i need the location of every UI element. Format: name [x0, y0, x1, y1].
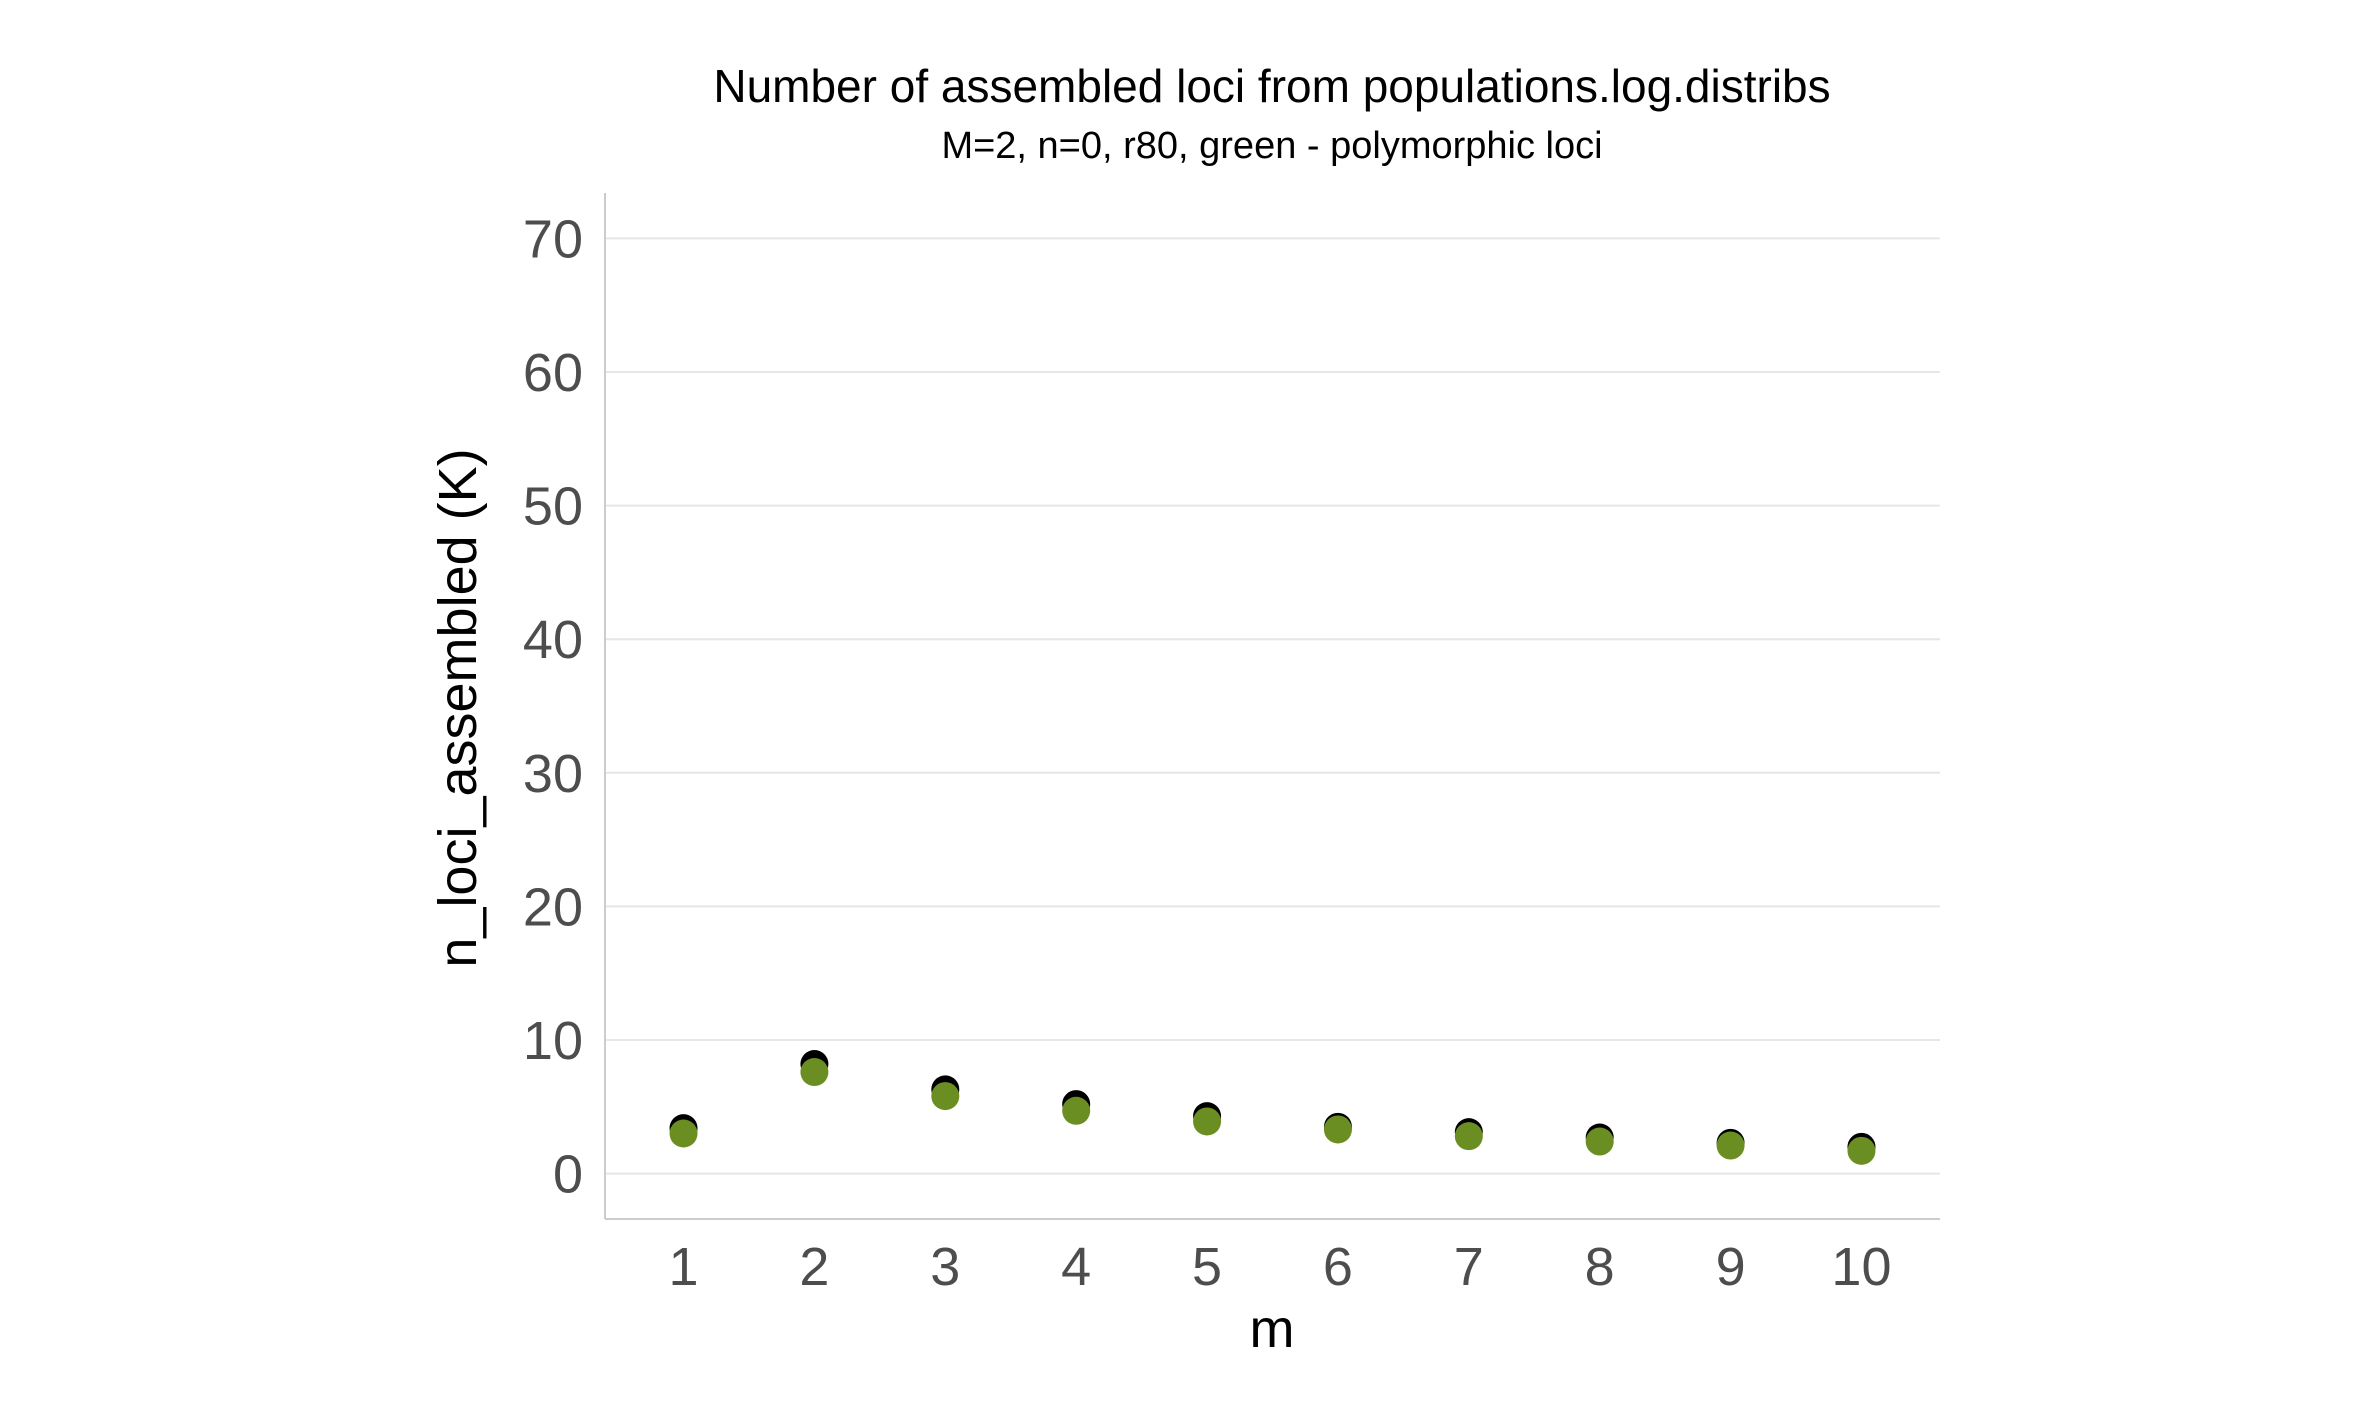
x-tick-label: 6 — [1323, 1237, 1353, 1297]
x-tick-label: 7 — [1454, 1237, 1484, 1297]
x-tick-label: 5 — [1192, 1237, 1222, 1297]
x-tick-labels: 1 2 3 4 5 6 7 8 9 10 — [669, 1237, 1892, 1297]
y-tick-label: 0 — [553, 1145, 583, 1205]
grid-lines — [605, 237, 1940, 1175]
y-axis-label: n_loci_assembled (K) — [428, 448, 488, 967]
data-point-series-2 — [1062, 1096, 1091, 1125]
y-tick-label: 20 — [523, 877, 583, 937]
x-tick-label: 8 — [1585, 1237, 1615, 1297]
data-point-series-2 — [800, 1058, 829, 1087]
y-tick-label: 40 — [523, 610, 583, 670]
x-tick-label: 4 — [1061, 1237, 1091, 1297]
axes — [604, 193, 1940, 1220]
data-point-series-2 — [1847, 1136, 1876, 1165]
data-point-series-2 — [669, 1119, 698, 1148]
x-tick-label: 3 — [930, 1237, 960, 1297]
data-point-series-2 — [1323, 1115, 1352, 1144]
y-tick-label: 10 — [523, 1011, 583, 1071]
x-tick-label: 2 — [799, 1237, 829, 1297]
y-tick-label: 60 — [523, 343, 583, 403]
data-point-series-2 — [1716, 1131, 1745, 1160]
chart-subtitle: M=2, n=0, r80, green - polymorphic loci — [941, 125, 1602, 167]
y-tick-label: 70 — [523, 209, 583, 269]
y-tick-label: 30 — [523, 744, 583, 804]
data-point-series-2 — [931, 1082, 960, 1111]
y-tick-label: 50 — [523, 477, 583, 537]
x-tick-label: 10 — [1831, 1237, 1891, 1297]
x-axis-label: m — [1250, 1299, 1295, 1359]
data-point-series-2 — [1454, 1122, 1483, 1151]
y-tick-labels: 0 10 20 30 40 50 60 70 — [523, 209, 583, 1204]
x-tick-label: 9 — [1716, 1237, 1746, 1297]
x-tick-label: 1 — [669, 1237, 699, 1297]
chart-title: Number of assembled loci from population… — [713, 60, 1830, 112]
data-point-series-2 — [1585, 1127, 1614, 1156]
data-points — [669, 1050, 1876, 1165]
data-point-series-2 — [1193, 1107, 1222, 1136]
